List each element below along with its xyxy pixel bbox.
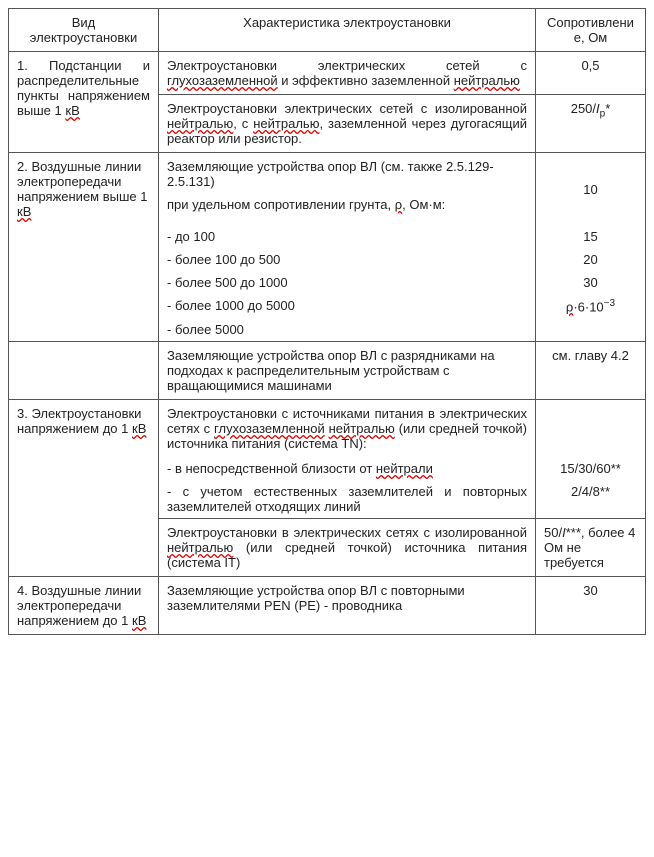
row-2-more: - более 5000 — [9, 318, 646, 342]
val-500: 20 — [536, 248, 646, 271]
header-col2: Характеристика электроустановки — [159, 9, 536, 52]
val-soil: 10 — [536, 178, 646, 225]
lbl-5000: - более 1000 до 5000 — [159, 294, 536, 318]
header-row: Вид электроустановки Характеристика элек… — [9, 9, 646, 52]
row-4: 4. Воздушные линии электропередачи напря… — [9, 577, 646, 635]
cell-2-type: 2. Воздушные линии электропередачи напря… — [9, 153, 159, 226]
row-1a: 1. Подстанции и распределительные пункты… — [9, 52, 646, 95]
cell-4-type: 4. Воздушные линии электропередачи напря… — [9, 577, 159, 635]
cell-3-tn-char: Электроустановки с источниками питания в… — [159, 400, 536, 458]
row-2-1000: - более 500 до 1000 30 — [9, 271, 646, 294]
val-100: 15 — [536, 225, 646, 248]
cell-3-type: 3. Электроустановки напряжением до 1 кВ — [9, 400, 159, 577]
val-razr: см. главу 4.2 — [536, 342, 646, 400]
val-3-natural: 2/4/8** — [536, 480, 646, 519]
val-5000: ρ·6·10−3 — [536, 294, 646, 318]
row-2-head: 2. Воздушные линии электропередачи напря… — [9, 153, 646, 179]
cell-1b-val: 250/Iр* — [536, 95, 646, 153]
grounding-table: Вид электроустановки Характеристика элек… — [8, 8, 646, 635]
row-3-tn: 3. Электроустановки напряжением до 1 кВ … — [9, 400, 646, 458]
header-col1: Вид электроустановки — [9, 9, 159, 52]
cell-1-type: 1. Подстанции и распределительные пункты… — [9, 52, 159, 153]
cell-1a-char: Электроустановки электрических сетей с г… — [159, 52, 536, 95]
cell-3-natural: - с учетом естественных заземлителей и п… — [159, 480, 536, 519]
cell-1b-char: Электроустановки электрических сетей с и… — [159, 95, 536, 153]
lbl-1000: - более 500 до 1000 — [159, 271, 536, 294]
lbl-100: - до 100 — [159, 225, 536, 248]
val-4: 30 — [536, 577, 646, 635]
lbl-500: - более 100 до 500 — [159, 248, 536, 271]
row-2-500: - более 100 до 500 20 — [9, 248, 646, 271]
val-3-near: 15/30/60** — [536, 457, 646, 480]
lbl-more: - более 5000 — [159, 318, 536, 342]
row-2-5000: - более 1000 до 5000 ρ·6·10−3 — [9, 294, 646, 318]
val-3-it: 50/I***, более 4 Ом не требуется — [536, 519, 646, 577]
cell-4-char: Заземляющие устройства опор ВЛ с повторн… — [159, 577, 536, 635]
cell-3-near: - в непосредственной близости от нейтрал… — [159, 457, 536, 480]
row-2-100: - до 100 15 — [9, 225, 646, 248]
cell-3-it-char: Электроустановки в электрических сетях с… — [159, 519, 536, 577]
cell-1a-val: 0,5 — [536, 52, 646, 95]
header-col3: Сопротивление, Ом — [536, 9, 646, 52]
cell-2-razr: Заземляющие устройства опор ВЛ с разрядн… — [159, 342, 536, 400]
cell-2-char: Заземляющие устройства опор ВЛ (см. такж… — [159, 153, 536, 226]
val-1000: 30 — [536, 271, 646, 294]
cell-2-blank — [536, 153, 646, 179]
row-2-razr: Заземляющие устройства опор ВЛ с разрядн… — [9, 342, 646, 400]
